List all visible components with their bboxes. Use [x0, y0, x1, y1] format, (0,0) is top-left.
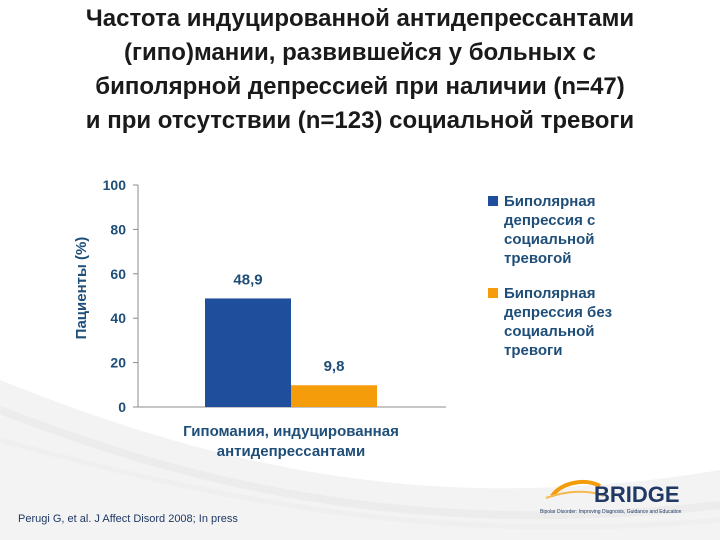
y-tick-label: 60 — [110, 266, 126, 282]
y-tick-label: 20 — [110, 355, 126, 371]
bar-value-label: 48,9 — [233, 271, 262, 288]
bridge-logo: BRIDGE — [545, 479, 680, 507]
bar-without-anxiety — [291, 385, 377, 407]
title-line: биполярной депрессией при наличии (n=47) — [95, 73, 625, 100]
title-line: Частота индуцированной антидепрессантами — [85, 5, 635, 32]
slide-title: Частота индуцированной антидепрессантами… — [10, 2, 710, 138]
bar-with-anxiety — [205, 298, 291, 407]
legend-label: Биполярная депрессия без социальной трев… — [504, 285, 613, 359]
x-category-label: Гипомания, индуцированная — [183, 423, 399, 440]
legend-swatch-blue — [488, 196, 498, 206]
y-tick-label: 80 — [110, 221, 126, 237]
y-tick-label: 100 — [103, 177, 127, 193]
chart-legend: Биполярная депрессия с социальной тревог… — [488, 192, 668, 376]
title-line: и при отсутствии (n=123) социальной трев… — [85, 107, 635, 134]
svg-text:BRIDGE: BRIDGE — [594, 482, 680, 507]
x-category-label: антидепрессантами — [217, 443, 365, 460]
legend-label: Биполярная депрессия с социальной тревог… — [504, 193, 596, 267]
legend-item: Биполярная депрессия без социальной трев… — [488, 284, 668, 360]
legend-item: Биполярная депрессия с социальной тревог… — [488, 192, 668, 268]
y-tick-label: 0 — [118, 399, 126, 415]
logo-tagline: Bipolar Disorder: Improving Diagnosis, G… — [540, 509, 682, 515]
y-axis-title: Пациенты (%) — [73, 237, 90, 340]
legend-swatch-orange — [488, 288, 498, 298]
bar-value-label: 9,8 — [324, 358, 345, 375]
title-line: (гипо)мании, развившейся у больных с — [124, 39, 596, 66]
citation: Perugi G, et al. J Affect Disord 2008; I… — [18, 513, 238, 525]
y-tick-label: 40 — [110, 310, 126, 326]
